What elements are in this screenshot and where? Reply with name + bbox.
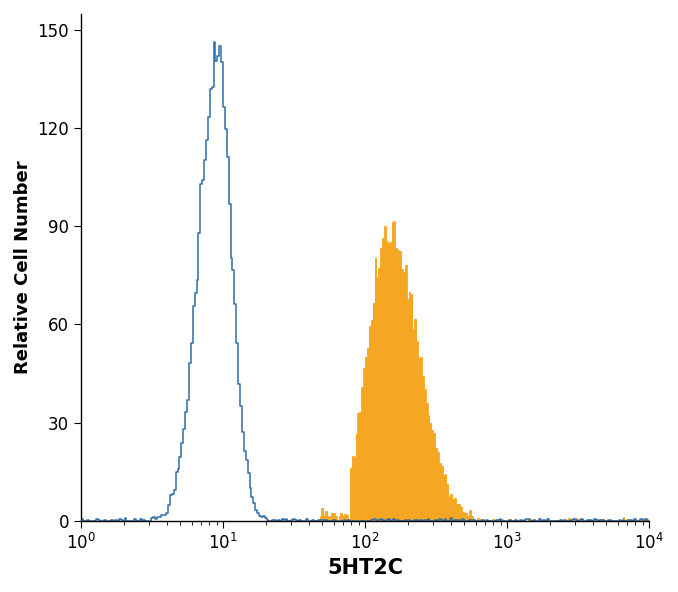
X-axis label: 5HT2C: 5HT2C <box>327 558 403 578</box>
Y-axis label: Relative Cell Number: Relative Cell Number <box>14 160 32 374</box>
